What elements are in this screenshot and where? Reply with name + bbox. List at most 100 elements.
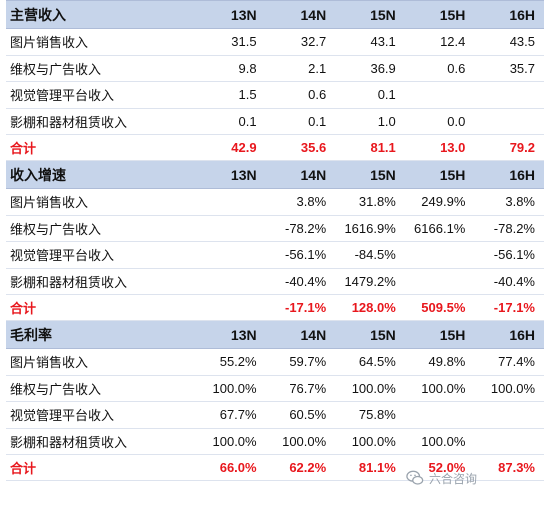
value-cell: 1616.9% [335,215,405,242]
row-label: 视觉管理平台收入 [6,81,196,109]
row-label: 图片销售收入 [6,348,196,376]
column-header: 13N [196,320,266,349]
financial-table: 主营收入 13N 14N 15N 15H 16H 图片销售收入 31.5 32.7 43.1 12.… [6,0,544,481]
value-cell: 100.0% [404,428,475,455]
value-cell [404,401,475,429]
value-cell: 59.7% [265,348,336,376]
column-header: 16H [474,320,544,349]
table-row: 影棚和器材租赁收入 0.1 0.1 1.0 0.0 [6,108,544,135]
table-row: 视觉管理平台收入 67.7% 60.5% 75.8% [6,401,544,429]
row-label: 视觉管理平台收入 [6,401,196,429]
total-value-cell: 87.3% [474,454,544,481]
value-cell: 55.2% [196,348,266,376]
section-title: 主营收入 [6,0,196,29]
section-title: 毛利率 [6,320,196,349]
row-label: 视觉管理平台收入 [6,241,196,269]
value-cell: 1.5 [196,81,266,109]
total-value-cell [196,294,266,321]
table-row: 影棚和器材租赁收入 -40.4% 1479.2% -40.4% [6,268,544,295]
row-label: 维权与广告收入 [6,375,196,402]
value-cell: -40.4% [265,268,336,295]
value-cell: 32.7 [265,28,336,56]
column-header: 15N [335,160,405,189]
column-header: 16H [474,160,544,189]
column-header: 14N [265,160,336,189]
column-header: 14N [265,320,336,349]
value-cell [474,108,544,135]
value-cell: 49.8% [404,348,475,376]
row-label: 维权与广告收入 [6,55,196,82]
value-cell: -56.1% [265,241,336,269]
column-header: 15H [404,0,475,29]
value-cell: -56.1% [474,241,544,269]
column-header: 15N [335,0,405,29]
table-row: 影棚和器材租赁收入 100.0% 100.0% 100.0% 100.0% [6,428,544,455]
total-value-cell: 128.0% [335,294,405,321]
value-cell: 9.8 [196,55,266,82]
total-value-cell: 42.9 [196,134,266,161]
value-cell: 77.4% [474,348,544,376]
value-cell: 31.5 [196,28,266,56]
value-cell: 0.1 [196,108,266,135]
value-cell: -84.5% [335,241,405,269]
total-row: 合计 66.0% 62.2% 81.1% 52.0% 87.3% [6,454,544,481]
value-cell: 0.0 [404,108,475,135]
total-label: 合计 [6,454,196,481]
column-header: 15H [404,320,475,349]
value-cell: -78.2% [474,215,544,242]
value-cell: 35.7 [474,55,544,82]
value-cell: 249.9% [404,188,475,216]
value-cell: 60.5% [265,401,336,429]
value-cell [404,81,475,109]
total-value-cell: 35.6 [265,134,336,161]
value-cell [404,241,475,269]
value-cell [474,401,544,429]
section-header: 毛利率 13N 14N 15N 15H 16H [6,320,544,349]
table-row: 视觉管理平台收入 -56.1% -84.5% -56.1% [6,241,544,269]
row-label: 影棚和器材租赁收入 [6,268,196,295]
value-cell: 100.0% [404,375,475,402]
value-cell: 100.0% [265,428,336,455]
value-cell: 0.6 [404,55,475,82]
value-cell: 1.0 [335,108,405,135]
total-label: 合计 [6,294,196,321]
row-label: 影棚和器材租赁收入 [6,108,196,135]
value-cell [404,268,475,295]
total-row: 合计 -17.1% 128.0% 509.5% -17.1% [6,294,544,321]
table-row: 维权与广告收入 -78.2% 1616.9% 6166.1% -78.2% [6,215,544,242]
value-cell: 64.5% [335,348,405,376]
total-value-cell: 81.1 [335,134,405,161]
value-cell [196,268,266,295]
table-row: 图片销售收入 55.2% 59.7% 64.5% 49.8% 77.4% [6,348,544,376]
row-label: 维权与广告收入 [6,215,196,242]
value-cell: 100.0% [196,375,266,402]
value-cell: 31.8% [335,188,405,216]
row-label: 图片销售收入 [6,28,196,56]
table-row: 图片销售收入 3.8% 31.8% 249.9% 3.8% [6,188,544,216]
column-header: 13N [196,0,266,29]
value-cell: 36.9 [335,55,405,82]
section-header: 主营收入 13N 14N 15N 15H 16H [6,0,544,29]
total-value-cell: -17.1% [265,294,336,321]
value-cell [474,81,544,109]
section-title: 收入增速 [6,160,196,189]
column-header: 15H [404,160,475,189]
value-cell: 12.4 [404,28,475,56]
value-cell [196,215,266,242]
value-cell: 0.1 [335,81,405,109]
table-row: 维权与广告收入 100.0% 76.7% 100.0% 100.0% 100.0% [6,375,544,402]
total-value-cell: 79.2 [474,134,544,161]
total-label: 合计 [6,134,196,161]
watermark-text: 六合咨询 [429,471,478,486]
value-cell: 100.0% [335,375,405,402]
total-value-cell: 509.5% [404,294,475,321]
wechat-icon [406,470,424,485]
value-cell: 76.7% [265,375,336,402]
table-row: 图片销售收入 31.5 32.7 43.1 12.4 43.5 [6,28,544,56]
value-cell [474,428,544,455]
value-cell: 43.5 [474,28,544,56]
total-value-cell: 81.1% [335,454,405,481]
table-row: 视觉管理平台收入 1.5 0.6 0.1 [6,81,544,109]
table-row: 维权与广告收入 9.8 2.1 36.9 0.6 35.7 [6,55,544,82]
value-cell: 3.8% [474,188,544,216]
